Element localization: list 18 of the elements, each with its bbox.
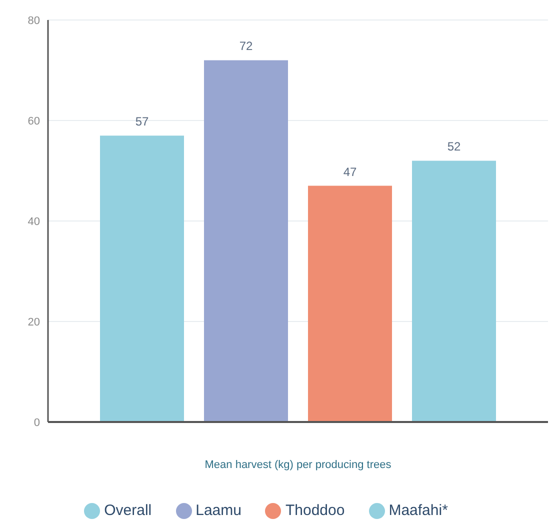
y-tick-label: 0 [34, 416, 40, 429]
bar [204, 60, 288, 422]
legend-label: Overall [104, 502, 152, 519]
bar [412, 160, 496, 422]
y-tick-label: 60 [28, 115, 40, 128]
data-label: 72 [239, 39, 253, 54]
legend-label: Maafahi* [388, 502, 448, 519]
legend-label: Thoddoo [285, 502, 345, 519]
bar [308, 186, 392, 422]
y-tick-label: 20 [28, 316, 40, 328]
data-label: 47 [343, 164, 357, 179]
data-label: 57 [135, 114, 149, 129]
legend-label: Laamu [196, 502, 242, 519]
y-tick-label: 40 [28, 216, 40, 228]
y-tick-label: 80 [28, 14, 40, 27]
bar [100, 136, 184, 422]
data-label: 52 [447, 140, 461, 154]
x-axis-title: Mean harvest (kg) per producing trees [204, 458, 392, 471]
